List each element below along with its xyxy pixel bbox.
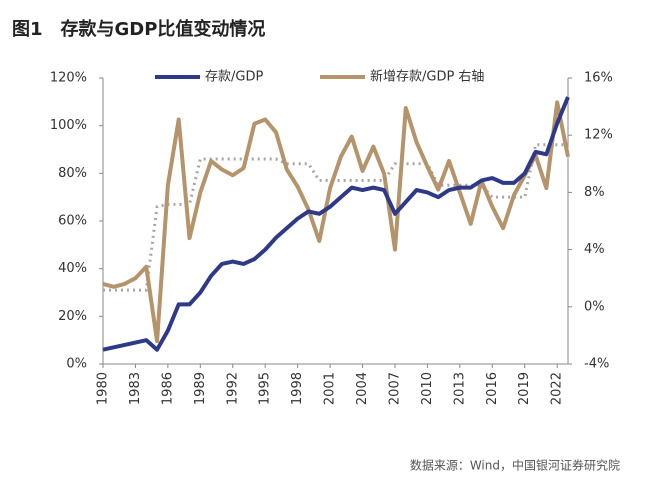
- x-tick-label: 1995: [258, 372, 273, 405]
- x-tick-label: 1989: [193, 372, 208, 405]
- source-note: 数据来源：Wind，中国银河证券研究院: [410, 458, 620, 473]
- y2-tick-label: 12%: [584, 128, 613, 143]
- chart-title: 图1 存款与GDP比值变动情况: [12, 18, 265, 40]
- y-tick-label: 60%: [58, 214, 87, 229]
- y2-tick-label: 8%: [584, 185, 605, 200]
- y-tick-label: 0%: [66, 357, 87, 372]
- y2-tick-label: 4%: [584, 242, 605, 257]
- y-tick-label: 80%: [58, 166, 87, 181]
- x-tick-label: 2016: [485, 372, 500, 405]
- x-tick-label: 2004: [355, 372, 370, 405]
- x-tick-label: 1998: [290, 372, 305, 405]
- y-tick-label: 120%: [50, 71, 87, 86]
- x-tick-label: 2010: [420, 372, 435, 405]
- legend-label: 新增存款/GDP 右轴: [370, 69, 484, 85]
- x-tick-label: 1986: [160, 372, 175, 405]
- x-tick-label: 1983: [128, 372, 143, 405]
- x-tick-label: 2001: [323, 372, 338, 405]
- y-tick-label: 100%: [50, 118, 87, 133]
- y2-tick-label: 16%: [584, 71, 613, 86]
- y-tick-label: 20%: [58, 309, 87, 324]
- x-tick-label: 1992: [225, 372, 240, 405]
- x-tick-label: 1980: [96, 372, 111, 405]
- series-line: [102, 96, 570, 352]
- legend-label: 存款/GDP: [205, 70, 263, 85]
- y2-tick-label: 0%: [584, 299, 605, 314]
- x-tick-label: 2007: [387, 372, 402, 405]
- y-tick-label: 40%: [58, 261, 87, 276]
- series-line: [103, 143, 568, 292]
- y2-tick-label: -4%: [584, 357, 609, 372]
- series-line: [102, 100, 570, 344]
- x-tick-label: 2013: [452, 372, 467, 405]
- x-tick-label: 2019: [517, 372, 532, 405]
- x-tick-label: 2022: [550, 372, 565, 405]
